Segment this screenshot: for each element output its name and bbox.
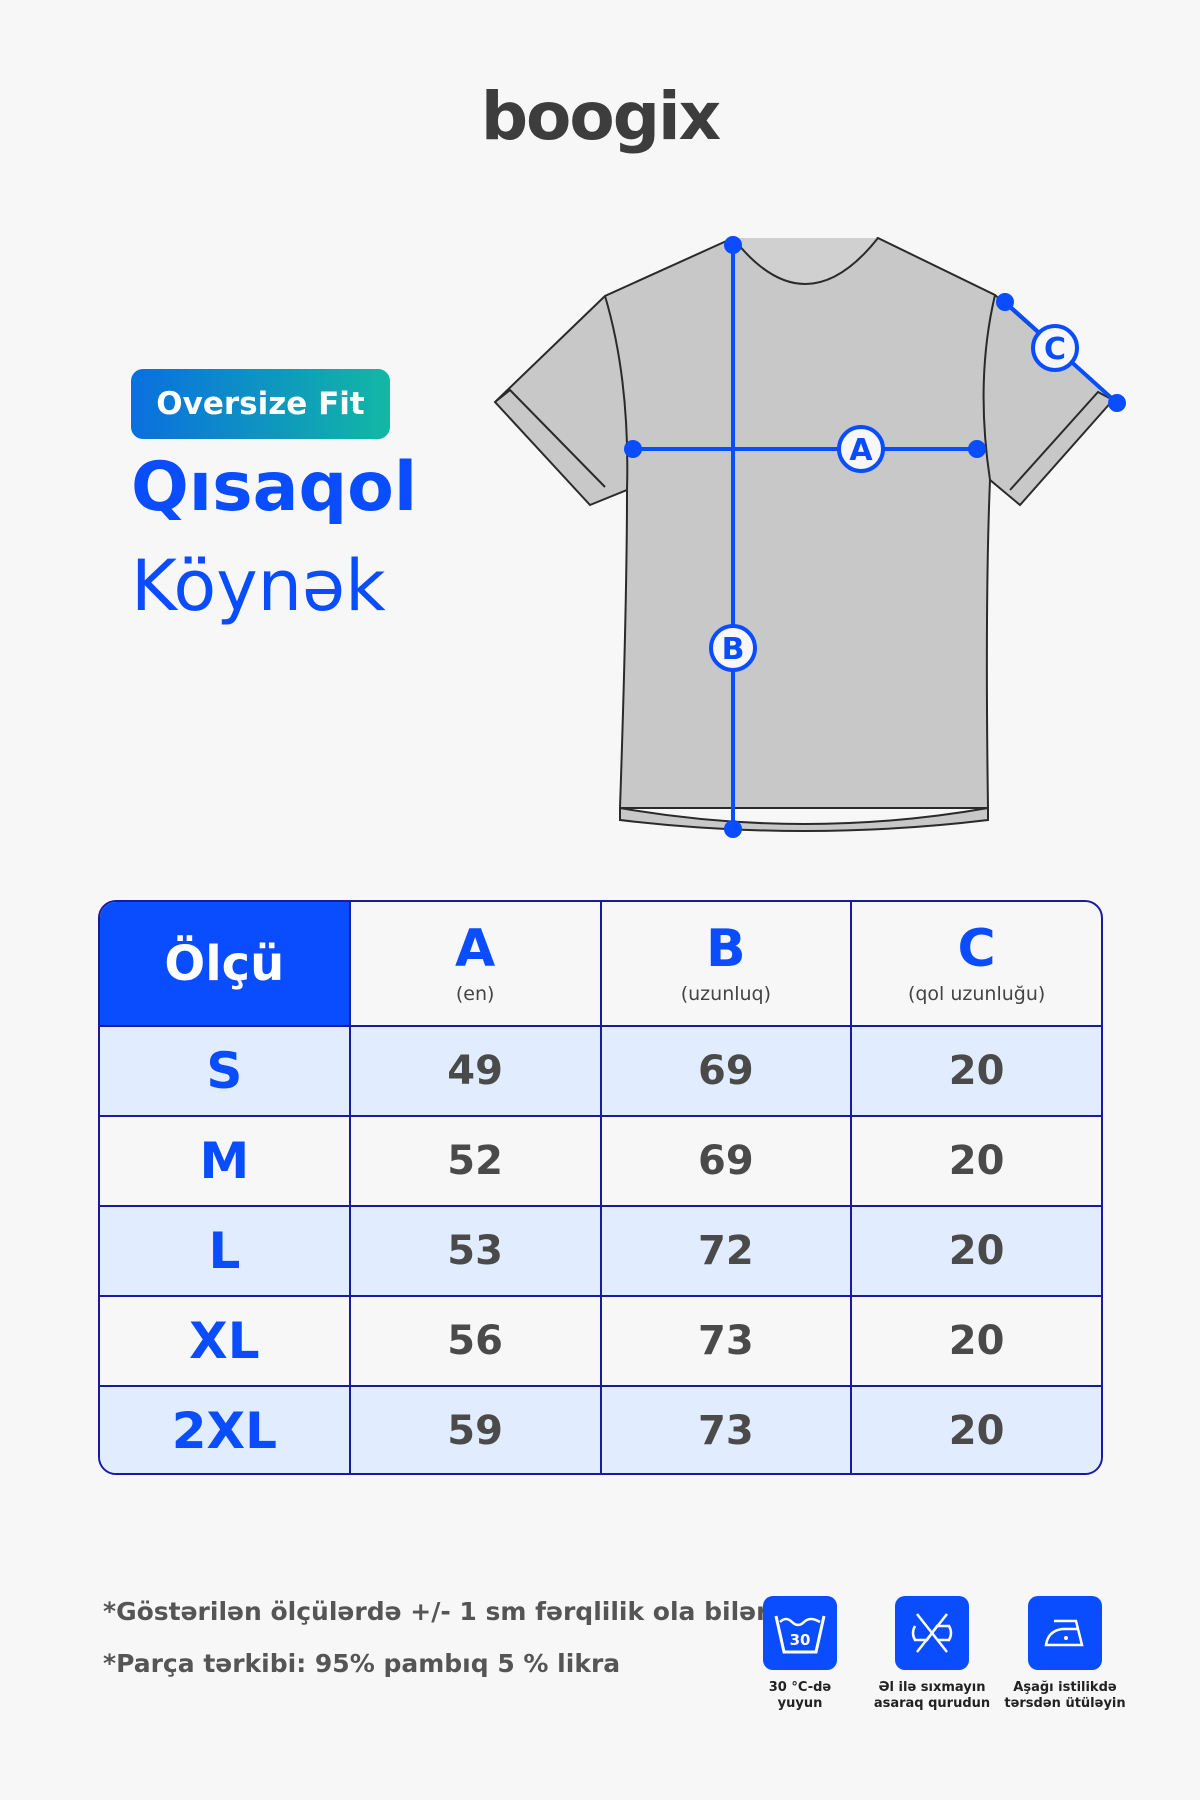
svg-text:C: C	[1044, 332, 1066, 367]
table-row: M 52 69 20	[100, 1115, 1101, 1205]
value-cell: 20	[850, 1207, 1101, 1295]
value-cell: 20	[850, 1117, 1101, 1205]
value-cell: 59	[348, 1387, 600, 1473]
product-title: Qısaqol	[131, 448, 418, 527]
wash-30-icon: 30	[763, 1596, 837, 1670]
no-wring-icon	[895, 1596, 969, 1670]
column-a-header: A (en)	[348, 902, 600, 1025]
size-cell: L	[208, 1222, 241, 1280]
value-cell: 56	[348, 1297, 600, 1385]
label-c: C	[1031, 324, 1079, 372]
column-desc: (uzunluq)	[680, 982, 772, 1005]
value-cell: 20	[850, 1027, 1101, 1115]
care-iron: Aşağı istilikdə tərsdən ütüləyin	[995, 1596, 1135, 1713]
column-letter: C	[957, 918, 996, 979]
label-b: B	[709, 624, 757, 672]
tolerance-note: *Göstərilən ölçülərdə +/- 1 sm fərqlilik…	[103, 1597, 775, 1626]
value-cell: 73	[599, 1297, 851, 1385]
value-cell: 69	[599, 1027, 851, 1115]
size-cell: XL	[189, 1312, 260, 1370]
column-desc: (en)	[455, 982, 495, 1005]
column-b-header: B (uzunluq)	[599, 902, 851, 1025]
care-label: Aşağı istilikdə	[1013, 1680, 1117, 1695]
tshirt-body	[493, 236, 1115, 809]
size-cell: S	[206, 1042, 243, 1100]
care-wash: 30 30 °C-də yuyun	[730, 1596, 870, 1713]
iron-low-icon	[1028, 1596, 1102, 1670]
care-label: tərsdən ütüləyin	[1004, 1696, 1126, 1712]
svg-text:B: B	[722, 632, 745, 667]
size-cell: 2XL	[171, 1401, 277, 1460]
svg-text:30: 30	[790, 1631, 811, 1649]
table-row: 2XL 59 73 20	[100, 1385, 1101, 1473]
column-c-header: C (qol uzunluğu)	[850, 902, 1101, 1025]
size-header: Ölçü	[100, 902, 349, 1025]
value-cell: 20	[850, 1387, 1101, 1473]
table-row: L 53 72 20	[100, 1205, 1101, 1295]
size-table: Ölçü A (en) B (uzunluq) C (qol uzunluğu) S …	[98, 900, 1103, 1475]
table-row: XL 56 73 20	[100, 1295, 1101, 1385]
product-subtitle: Köynək	[131, 545, 386, 627]
fit-badge: Oversize Fit	[131, 369, 390, 439]
brand-logo: boogix	[480, 78, 721, 155]
value-cell: 72	[599, 1207, 851, 1295]
care-dry: Əl ilə sıxmayın asaraq qurudun	[862, 1596, 1002, 1713]
care-label: yuyun	[777, 1696, 823, 1712]
value-cell: 73	[599, 1387, 851, 1473]
fabric-note: *Parça tərkibi: 95% pambıq 5 % likra	[103, 1649, 621, 1678]
column-letter: B	[706, 918, 746, 979]
care-label: asaraq qurudun	[873, 1696, 991, 1712]
table-row: S 49 69 20	[100, 1025, 1101, 1115]
care-label: Əl ilə sıxmayın	[878, 1680, 986, 1695]
table-header: Ölçü A (en) B (uzunluq) C (qol uzunluğu)	[100, 902, 1101, 1025]
value-cell: 49	[348, 1027, 600, 1115]
svg-text:A: A	[849, 433, 873, 468]
value-cell: 69	[599, 1117, 851, 1205]
tshirt-diagram: A B C	[493, 236, 1126, 838]
value-cell: 20	[850, 1297, 1101, 1385]
care-label: 30 °C-də	[768, 1680, 832, 1695]
column-letter: A	[455, 918, 496, 979]
label-a: A	[837, 425, 885, 473]
value-cell: 53	[348, 1207, 600, 1295]
value-cell: 52	[348, 1117, 600, 1205]
size-cell: M	[199, 1132, 250, 1190]
column-desc: (qol uzunluğu)	[907, 982, 1046, 1005]
